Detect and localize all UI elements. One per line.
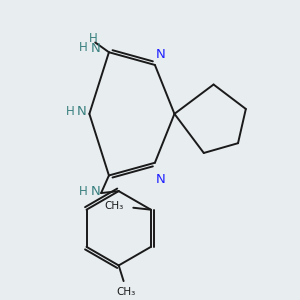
- Text: H: H: [89, 32, 98, 45]
- Text: CH₃: CH₃: [116, 287, 135, 297]
- Text: N: N: [156, 48, 166, 61]
- Text: N: N: [156, 172, 166, 185]
- Text: N: N: [77, 105, 86, 119]
- Text: H: H: [65, 105, 74, 119]
- Text: N: N: [90, 184, 100, 198]
- Text: H: H: [79, 184, 88, 198]
- Text: H: H: [79, 41, 88, 54]
- Text: N: N: [90, 42, 100, 55]
- Text: CH₃: CH₃: [104, 201, 124, 211]
